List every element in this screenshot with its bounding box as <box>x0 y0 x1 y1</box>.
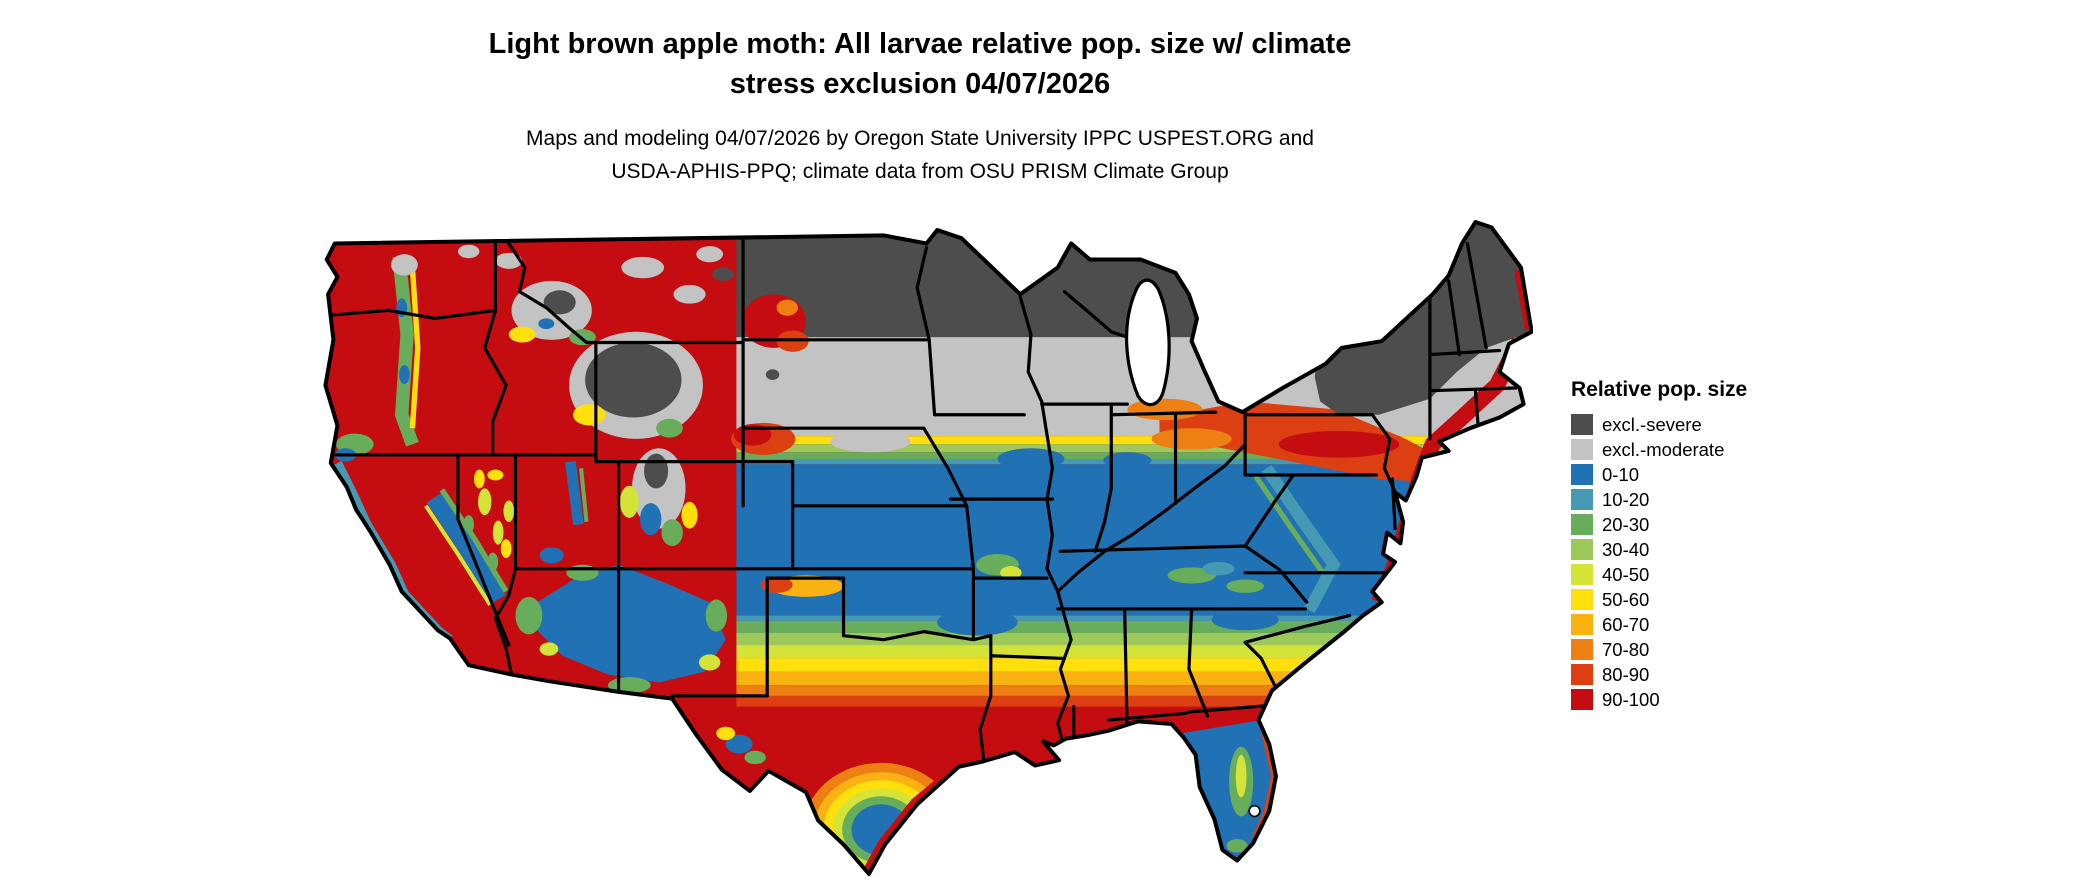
legend-swatch <box>1571 614 1593 635</box>
legend-swatch <box>1571 439 1593 460</box>
legend-item: 10-20 <box>1571 487 1831 512</box>
legend-item: 40-50 <box>1571 562 1831 587</box>
state-borders <box>325 233 1518 765</box>
map-subtitle: Maps and modeling 04/07/2026 by Oregon S… <box>0 122 1840 188</box>
legend-swatch <box>1571 564 1593 585</box>
us-outline <box>323 220 1533 876</box>
map-color-layers <box>325 222 1532 874</box>
legend-item: 30-40 <box>1571 537 1831 562</box>
legend-label: excl.-moderate <box>1602 438 1725 460</box>
legend-label: 40-50 <box>1602 563 1650 585</box>
legend-swatch <box>1571 514 1593 535</box>
map-subtitle-line2: USDA-APHIS-PPQ; climate data from OSU PR… <box>611 160 1229 183</box>
legend-swatch <box>1571 414 1593 435</box>
legend-label: 70-80 <box>1602 638 1650 660</box>
legend-label: 20-30 <box>1602 513 1650 535</box>
legend-item: 60-70 <box>1571 612 1831 637</box>
legend-swatch <box>1571 689 1593 710</box>
legend-item: excl.-moderate <box>1571 437 1831 462</box>
map-title-line2: stress exclusion 04/07/2026 <box>729 68 1111 100</box>
legend-label: 0-10 <box>1602 463 1640 485</box>
lake-michigan <box>1124 278 1171 407</box>
us-population-map <box>308 214 1533 890</box>
legend-label: 90-100 <box>1602 688 1660 710</box>
legend-item: 50-60 <box>1571 587 1831 612</box>
legend-label: 60-70 <box>1602 613 1650 635</box>
legend-swatch <box>1571 489 1593 510</box>
legend-swatch <box>1571 589 1593 610</box>
legend-item: 20-30 <box>1571 512 1831 537</box>
map-title-line1: Light brown apple moth: All larvae relat… <box>488 28 1352 60</box>
legend-swatch <box>1571 464 1593 485</box>
legend-item: 0-10 <box>1571 462 1831 487</box>
map-legend: Relative pop. size excl.-severe excl.-mo… <box>1571 378 1831 712</box>
legend-item: 70-80 <box>1571 637 1831 662</box>
legend-label: 10-20 <box>1602 488 1650 510</box>
legend-item: 90-100 <box>1571 687 1831 712</box>
legend-label: 50-60 <box>1602 588 1650 610</box>
map-subtitle-line1: Maps and modeling 04/07/2026 by Oregon S… <box>526 127 1314 150</box>
legend-title: Relative pop. size <box>1571 378 1748 401</box>
legend-item: excl.-severe <box>1571 412 1831 437</box>
legend-swatch <box>1571 664 1593 685</box>
legend-label: 80-90 <box>1602 663 1650 685</box>
legend-items: excl.-severe excl.-moderate 0-10 10-20 2… <box>1571 412 1831 712</box>
map-header: Light brown apple moth: All larvae relat… <box>0 24 1840 188</box>
legend-item: 80-90 <box>1571 662 1831 687</box>
us-map-svg <box>323 220 1533 876</box>
legend-label: 30-40 <box>1602 538 1650 560</box>
legend-swatch <box>1571 639 1593 660</box>
legend-swatch <box>1571 539 1593 560</box>
legend-label: excl.-severe <box>1602 413 1702 435</box>
